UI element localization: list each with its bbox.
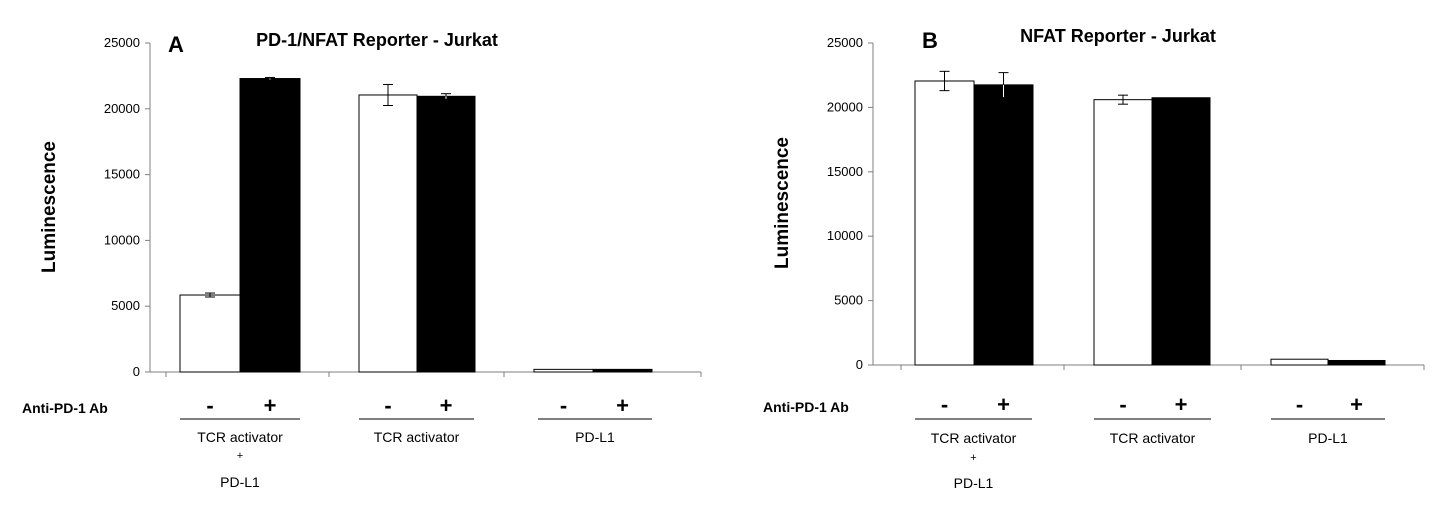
panel-letter: A	[168, 32, 184, 57]
bar-plus-group-2	[1151, 97, 1211, 366]
y-tick-label: 25000	[104, 35, 140, 50]
y-tick-label: 15000	[104, 167, 140, 182]
y-tick-label: 20000	[104, 101, 140, 116]
treatment-sign: -	[560, 393, 567, 418]
treatment-sign: +	[997, 392, 1010, 417]
y-tick-label: 0	[133, 364, 140, 379]
category-label: PD-L1	[575, 429, 615, 445]
category-label: TCR activator	[931, 430, 1017, 446]
treatment-sign: -	[206, 393, 213, 418]
bar-minus-group-3	[1270, 358, 1329, 366]
chart-title: NFAT Reporter - Jurkat	[1020, 26, 1216, 46]
treatment-sign: +	[440, 393, 453, 418]
y-tick-label: 25000	[827, 35, 863, 50]
treatment-sign: +	[616, 393, 629, 418]
bar-plus-group-1	[239, 78, 301, 373]
bar-minus-group-2	[358, 94, 418, 373]
category-label: PD-L1	[1308, 430, 1348, 446]
treatment-label: Anti-PD-1 Ab	[763, 399, 849, 415]
chart-panel-a: A PD-1/NFAT Reporter - Jurkat Luminescence…	[22, 30, 702, 490]
bar-minus-group-2	[1093, 99, 1153, 366]
y-axis-label: Luminescence	[39, 141, 60, 273]
y-tick-label: 10000	[827, 228, 863, 243]
category-label: +	[970, 452, 976, 464]
treatment-sign: -	[384, 393, 391, 418]
bar-minus-group-1	[179, 294, 241, 373]
panel-letter: B	[922, 28, 938, 53]
y-axis-label: Luminescence	[772, 137, 793, 269]
bar-plus-group-2	[416, 95, 476, 373]
category-label: +	[237, 450, 243, 462]
treatment-label: Anti-PD-1 Ab	[22, 400, 108, 416]
y-tick-label: 20000	[827, 99, 863, 114]
category-label: TCR activator	[197, 429, 283, 445]
treatment-sign: -	[941, 392, 948, 417]
treatment-sign: +	[1175, 392, 1188, 417]
bar-plus-group-3	[1327, 359, 1386, 366]
y-tick-label: 5000	[834, 293, 863, 308]
chart-title: PD-1/NFAT Reporter - Jurkat	[256, 30, 498, 50]
category-label: PD-L1	[954, 475, 994, 491]
category-label: PD-L1	[220, 474, 260, 490]
treatment-sign: -	[1119, 392, 1126, 417]
y-tick-label: 10000	[104, 232, 140, 247]
bar-plus-group-3	[592, 368, 653, 373]
y-tick-label: 15000	[827, 164, 863, 179]
category-label: TCR activator	[1110, 430, 1196, 446]
bar-minus-group-1	[914, 80, 975, 366]
treatment-sign: +	[264, 393, 277, 418]
treatment-sign: -	[1296, 392, 1303, 417]
y-tick-label: 5000	[111, 298, 140, 313]
treatment-sign: +	[1350, 392, 1363, 417]
y-tick-label: 0	[856, 357, 863, 372]
chart-panel-b: B NFAT Reporter - Jurkat Luminescence 0 5000…	[763, 26, 1425, 491]
bar-plus-group-1	[973, 84, 1034, 366]
category-label: TCR activator	[374, 429, 460, 445]
bar-minus-group-3	[533, 368, 594, 373]
